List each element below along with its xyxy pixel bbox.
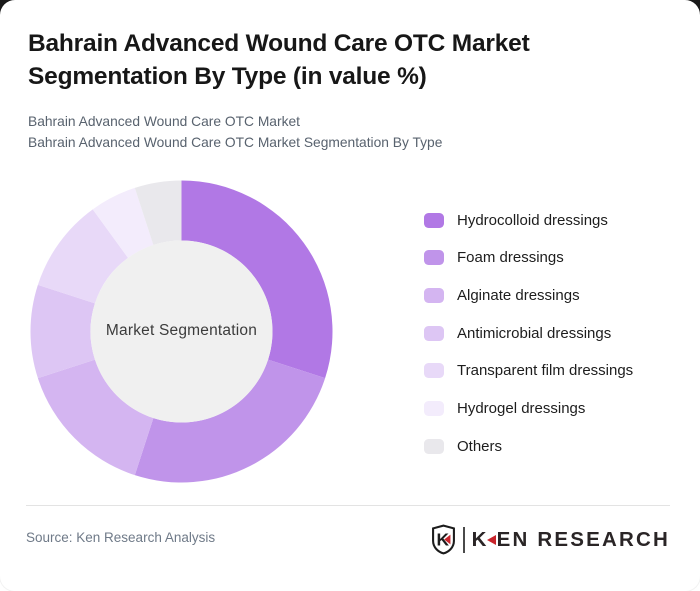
logo-wordmark: K EN RESEARCH	[472, 528, 670, 552]
svg-text:K: K	[436, 530, 449, 550]
legend-item[interactable]: Alginate dressings	[424, 285, 633, 305]
source-text: Source: Ken Research Analysis	[26, 530, 216, 545]
legend-swatch	[424, 438, 444, 454]
donut-slice[interactable]	[134, 359, 326, 483]
legend: Hydrocolloid dressings Foam dressings Algi…	[424, 210, 633, 474]
legend-swatch	[424, 325, 444, 341]
donut-slice[interactable]	[37, 359, 154, 476]
legend-swatch	[424, 212, 444, 228]
donut-slice[interactable]	[37, 209, 129, 304]
ken-research-shield-icon: K	[431, 524, 455, 555]
subtitle-line-2: Bahrain Advanced Wound Care OTC Market S…	[28, 135, 443, 150]
subtitle-line-1: Bahrain Advanced Wound Care OTC Market	[28, 114, 300, 129]
legend-label: Foam dressings	[457, 249, 564, 267]
subtitle-block: Bahrain Advanced Wound Care OTC Market B…	[28, 111, 442, 153]
legend-swatch	[424, 363, 444, 379]
legend-swatch	[424, 400, 444, 416]
donut-hole	[90, 240, 273, 423]
legend-swatch	[424, 250, 444, 266]
legend-item[interactable]: Foam dressings	[424, 248, 633, 268]
donut-slice[interactable]	[134, 180, 182, 245]
legend-item[interactable]: Transparent film dressings	[424, 361, 633, 381]
chart-center-label: Market Segmentation	[105, 322, 258, 339]
legend-swatch	[424, 287, 444, 303]
legend-label: Hydrocolloid dressings	[457, 211, 608, 229]
legend-item[interactable]: Others	[424, 436, 633, 456]
donut-slice[interactable]	[92, 187, 154, 258]
logo-letter-k: K	[471, 527, 489, 551]
ken-research-logo: K K EN RESEARCH	[431, 524, 670, 555]
footer-divider	[26, 505, 670, 506]
red-triangle-icon	[486, 534, 496, 545]
donut-slice[interactable]	[30, 284, 95, 379]
legend-item[interactable]: Antimicrobial dressings	[424, 323, 633, 343]
donut-slice[interactable]	[181, 180, 333, 379]
legend-label: Antimicrobial dressings	[457, 324, 612, 342]
donut-chart: Market Segmentation	[26, 176, 337, 487]
legend-label: Hydrogel dressings	[457, 399, 586, 417]
legend-label: Alginate dressings	[457, 286, 580, 304]
legend-item[interactable]: Hydrogel dressings	[424, 398, 633, 418]
logo-divider	[462, 526, 465, 553]
legend-item[interactable]: Hydrocolloid dressings	[424, 210, 633, 230]
page-title: Bahrain Advanced Wound Care OTC Market S…	[28, 30, 530, 90]
donut-chart-svg	[30, 180, 333, 483]
logo-rest-text: EN RESEARCH	[496, 527, 670, 551]
legend-label: Transparent film dressings	[457, 362, 634, 380]
legend-label: Others	[457, 437, 503, 455]
